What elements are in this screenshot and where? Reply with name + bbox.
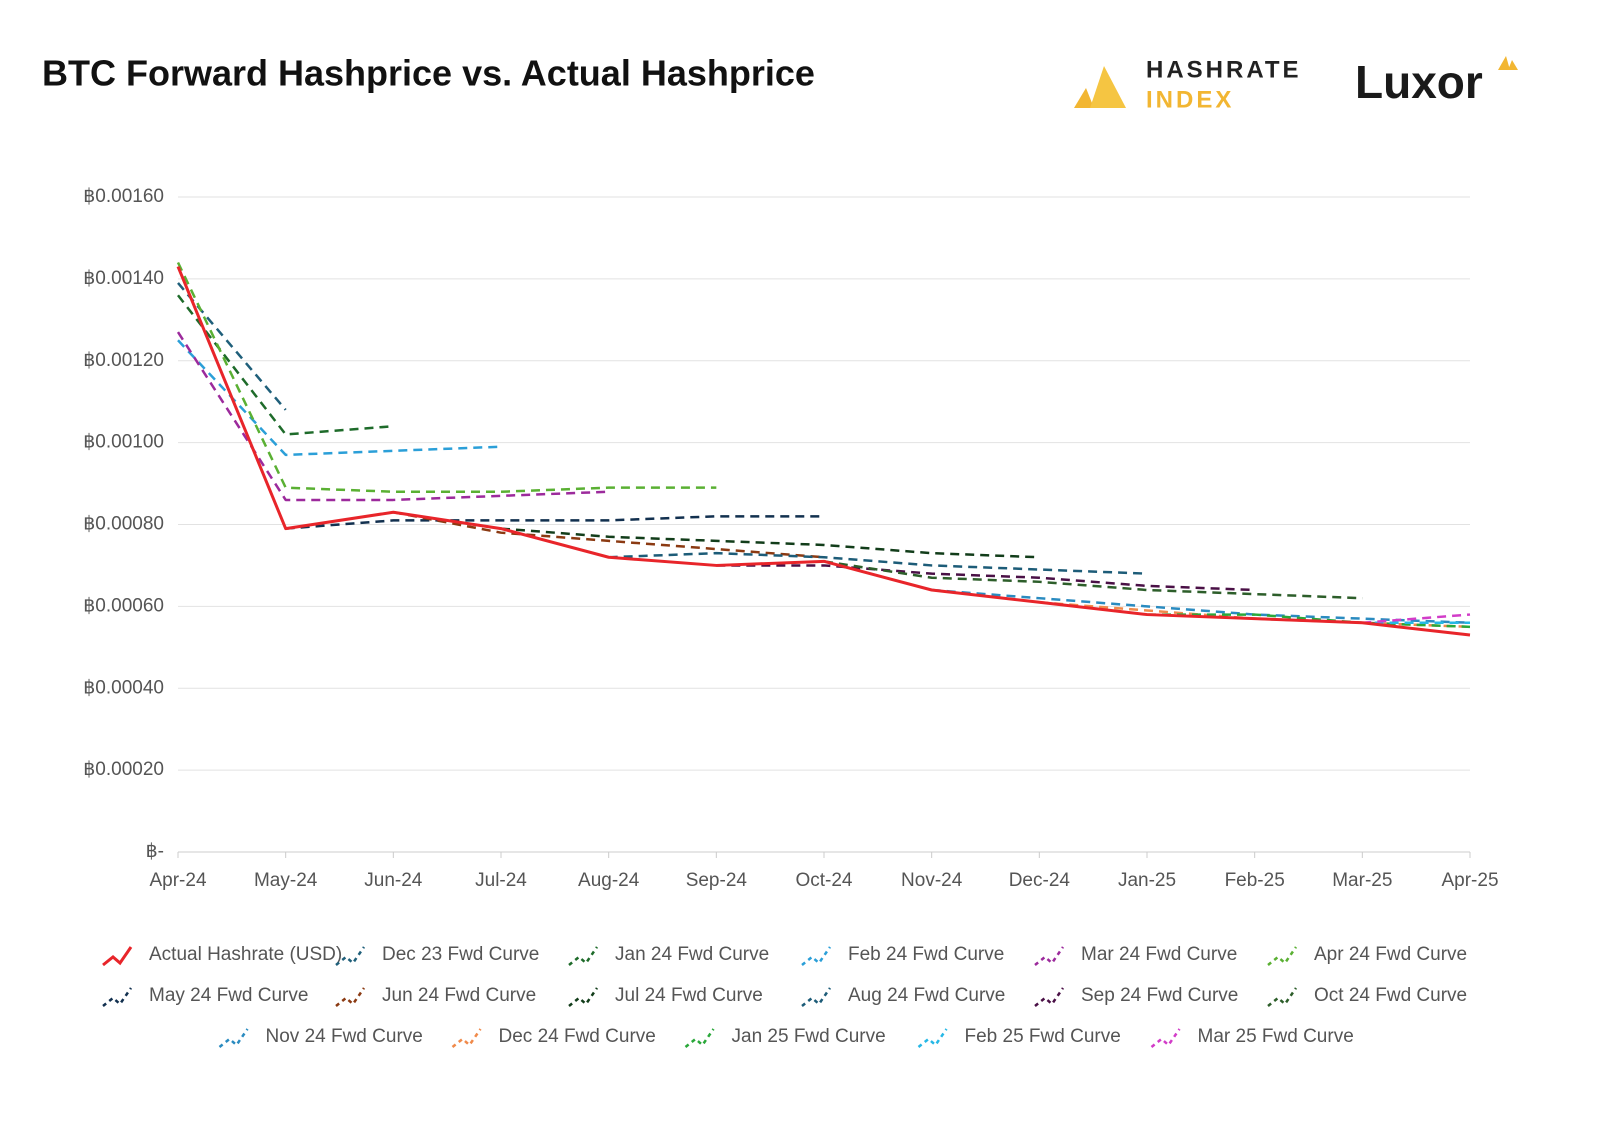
- brand-text: Luxor: [1355, 56, 1483, 108]
- legend-icon: [568, 946, 599, 966]
- x-tick-label: Jan-25: [1118, 870, 1176, 891]
- logo-shape: [1090, 66, 1126, 108]
- legend-label: Jan 25 Fwd Curve: [732, 1026, 886, 1047]
- series-line: [393, 510, 825, 559]
- legend-label: Feb 25 Fwd Curve: [965, 1026, 1121, 1047]
- legend-icon: [335, 987, 366, 1007]
- x-tick-label: Sep-24: [686, 870, 748, 891]
- legend-label: Oct 24 Fwd Curve: [1314, 985, 1467, 1006]
- legend-label: Dec 24 Fwd Curve: [499, 1026, 656, 1047]
- hashrate-index-logo: HASHRATE INDEX: [1074, 56, 1302, 113]
- logo-text: INDEX: [1146, 86, 1234, 113]
- chart-title: BTC Forward Hashprice vs. Actual Hashpri…: [42, 53, 815, 94]
- y-tick-label: ฿0.00100: [83, 432, 164, 453]
- legend-label: Jun 24 Fwd Curve: [382, 985, 536, 1006]
- x-tick-label: Aug-24: [578, 870, 640, 891]
- legend-label: Jan 24 Fwd Curve: [615, 944, 769, 965]
- legend-label: Sep 24 Fwd Curve: [1081, 985, 1238, 1006]
- legend-item: Dec 24 Fwd Curve: [451, 1026, 656, 1048]
- series-line: [823, 560, 1363, 600]
- legend-icon: [102, 987, 133, 1007]
- y-tick-label: ฿0.00140: [83, 268, 164, 289]
- legend-icon: [917, 1028, 948, 1048]
- y-tick-label: ฿-: [146, 841, 164, 862]
- x-tick-label: Mar-25: [1332, 870, 1392, 891]
- legend-item: Feb 24 Fwd Curve: [801, 944, 1004, 966]
- logo-shape: [1074, 88, 1094, 108]
- series-line: [177, 294, 394, 436]
- legend-item: Apr 24 Fwd Curve: [1267, 944, 1467, 966]
- legend-item: Jan 25 Fwd Curve: [684, 1026, 886, 1048]
- y-tick-label: ฿0.00020: [83, 759, 164, 780]
- legend-label: Mar 24 Fwd Curve: [1081, 944, 1237, 965]
- legend-item: Nov 24 Fwd Curve: [218, 1026, 423, 1048]
- series-line: [1147, 613, 1471, 629]
- legend-item: Jan 24 Fwd Curve: [568, 944, 769, 966]
- legend-icon: [568, 987, 599, 1007]
- legend-item: Mar 25 Fwd Curve: [1150, 1026, 1354, 1048]
- legend-item: Sep 24 Fwd Curve: [1034, 985, 1238, 1007]
- y-tick-label: ฿0.00040: [83, 677, 164, 698]
- legend-item: Aug 24 Fwd Curve: [801, 985, 1005, 1007]
- legend-label: Aug 24 Fwd Curve: [848, 985, 1005, 1006]
- legend-label: Apr 24 Fwd Curve: [1314, 944, 1467, 965]
- series-line: [177, 282, 287, 411]
- legend-label: Mar 25 Fwd Curve: [1198, 1026, 1354, 1047]
- legend-item: Feb 25 Fwd Curve: [917, 1026, 1121, 1048]
- legend-icon: [801, 987, 832, 1007]
- legend-label: May 24 Fwd Curve: [149, 985, 308, 1006]
- series-line: [1362, 613, 1471, 624]
- legend-label: Nov 24 Fwd Curve: [266, 1026, 423, 1047]
- legend-label: Dec 23 Fwd Curve: [382, 944, 539, 965]
- x-tick-label: Oct-24: [795, 870, 852, 891]
- series-line: [176, 331, 609, 502]
- legend-icon: [335, 946, 366, 966]
- legend-item: Mar 24 Fwd Curve: [1034, 944, 1237, 966]
- x-tick-label: Feb-25: [1225, 870, 1285, 891]
- x-tick-label: May-24: [254, 870, 318, 891]
- legend-item: Jul 24 Fwd Curve: [568, 985, 763, 1007]
- x-tick-label: Nov-24: [901, 870, 963, 891]
- brand-mark: [1498, 56, 1518, 70]
- legend-icon: [451, 1028, 482, 1048]
- legend-icon: [801, 946, 832, 966]
- legend-icon: [102, 946, 133, 967]
- x-tick-label: Jun-24: [364, 870, 423, 891]
- y-tick-label: ฿0.00060: [83, 595, 164, 616]
- x-tick-label: Jul-24: [475, 870, 527, 891]
- legend-icon: [1034, 987, 1065, 1007]
- x-tick-label: Apr-25: [1441, 870, 1498, 891]
- legend-item: Oct 24 Fwd Curve: [1267, 985, 1467, 1007]
- luxor-logo: Luxor: [1355, 56, 1518, 108]
- legend-item: Dec 23 Fwd Curve: [335, 944, 539, 966]
- y-tick-label: ฿0.00120: [83, 350, 164, 371]
- legend-label: Jul 24 Fwd Curve: [615, 985, 763, 1006]
- legend-label: Actual Hashrate (USD): [149, 944, 342, 965]
- legend-item: May 24 Fwd Curve: [102, 985, 308, 1007]
- legend-icon: [218, 1028, 249, 1048]
- y-tick-label: ฿0.00160: [83, 186, 164, 207]
- legend-icon: [1267, 987, 1298, 1007]
- y-tick-label: ฿0.00080: [83, 514, 164, 535]
- series-line: [285, 515, 824, 530]
- legend-item: Actual Hashrate (USD): [102, 944, 342, 967]
- legend-icon: [1267, 946, 1298, 966]
- series-line: [176, 266, 1471, 637]
- logo-text: HASHRATE: [1146, 56, 1302, 83]
- x-tick-label: Dec-24: [1009, 870, 1071, 891]
- legend-icon: [684, 1028, 715, 1048]
- series-line: [176, 261, 717, 493]
- x-tick-label: Apr-24: [149, 870, 206, 891]
- legend-icon: [1034, 946, 1065, 966]
- series-line: [716, 564, 1255, 592]
- legend-label: Feb 24 Fwd Curve: [848, 944, 1004, 965]
- legend-item: Jun 24 Fwd Curve: [335, 985, 536, 1007]
- legend-icon: [1150, 1028, 1181, 1048]
